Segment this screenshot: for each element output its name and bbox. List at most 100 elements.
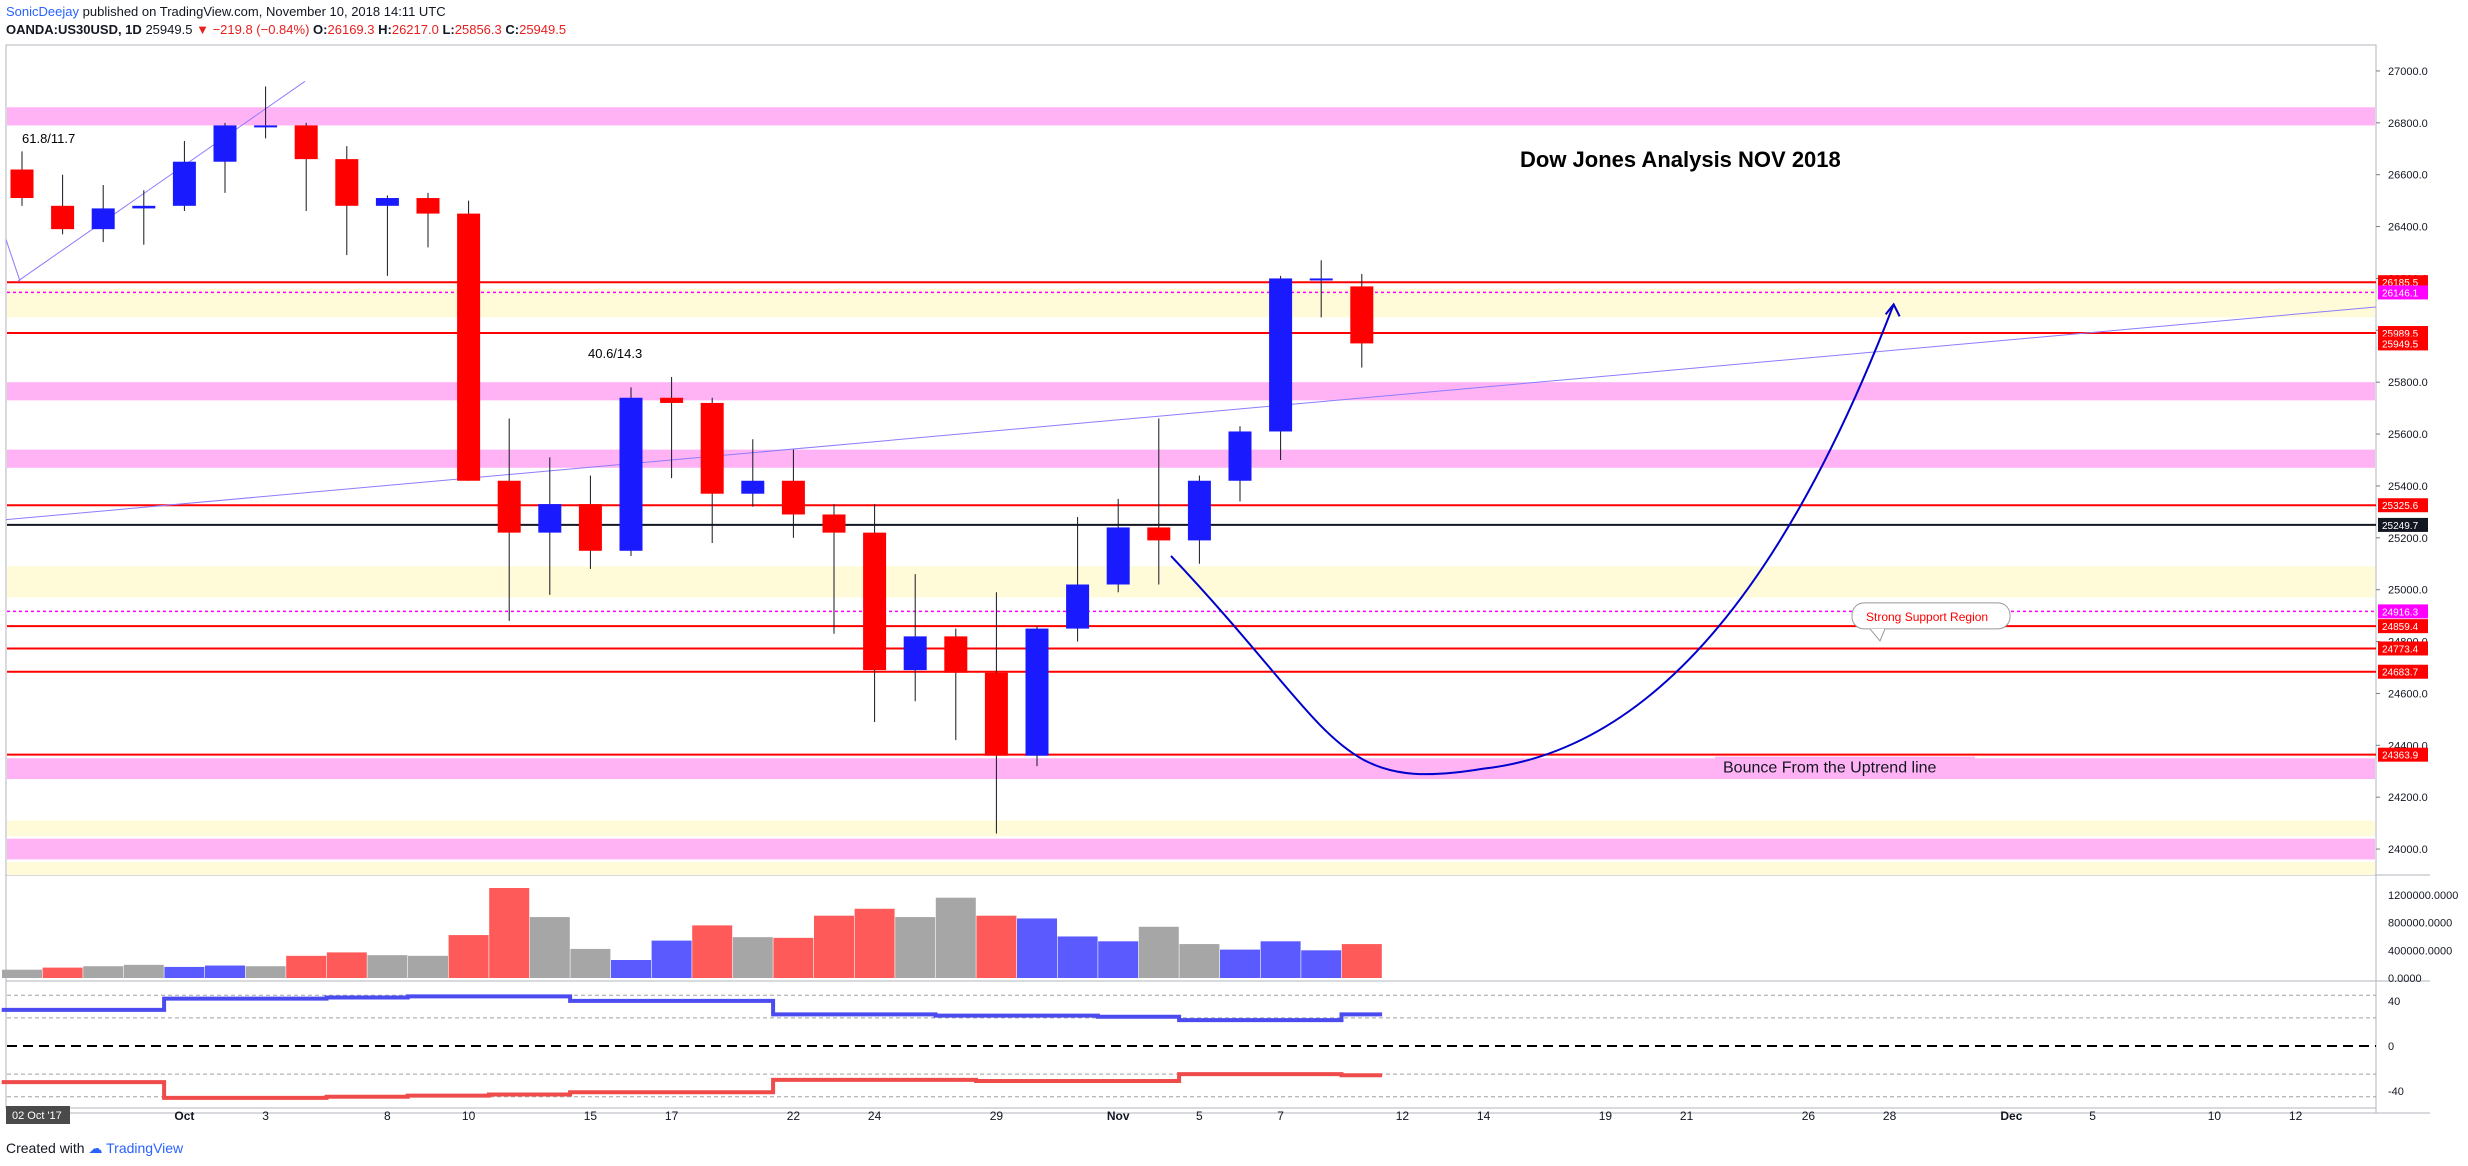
date-tick-label: 10 bbox=[462, 1109, 476, 1123]
volume-bar bbox=[123, 964, 164, 978]
tradingview-link[interactable]: TradingView bbox=[106, 1140, 184, 1156]
volume-bar bbox=[1341, 944, 1382, 978]
date-tick-label: 12 bbox=[2289, 1109, 2303, 1123]
date-tick-label: 3 bbox=[262, 1109, 269, 1123]
osc-tick-label: 40 bbox=[2388, 996, 2400, 1008]
candle-body bbox=[254, 125, 278, 128]
date-tick-label: 5 bbox=[1196, 1109, 1203, 1123]
date-tick-label: 5 bbox=[2089, 1109, 2096, 1123]
candle-body bbox=[375, 198, 399, 206]
date-tick-label: Nov bbox=[1107, 1109, 1130, 1123]
volume-tick-label: 0.0000 bbox=[2388, 973, 2422, 985]
fib-trend-line bbox=[5, 239, 21, 282]
candle-body bbox=[132, 205, 156, 209]
price-tick-label: 24200.0 bbox=[2388, 792, 2428, 804]
date-tick-label: 17 bbox=[665, 1109, 679, 1123]
zone-band bbox=[7, 838, 2375, 860]
level-badge-label: 25989.5 bbox=[2382, 329, 2419, 340]
candle-body bbox=[416, 198, 440, 214]
volume-bar bbox=[570, 948, 611, 978]
candle-body bbox=[172, 161, 196, 206]
volume-bar bbox=[286, 955, 327, 978]
volume-bar bbox=[1057, 936, 1098, 978]
candle-body bbox=[1025, 628, 1049, 756]
chart-canvas[interactable]: 24000.024200.024400.024600.024800.025000… bbox=[0, 0, 2468, 1140]
volume-tick-label: 800000.0000 bbox=[2388, 918, 2452, 930]
level-badge-label: 25949.5 bbox=[2382, 339, 2419, 350]
level-badge bbox=[2378, 747, 2428, 762]
candle-body bbox=[1066, 584, 1090, 629]
candle-body bbox=[1187, 480, 1211, 541]
last-price: 25949.5 bbox=[145, 22, 193, 37]
candle-body bbox=[578, 504, 602, 551]
candle-body bbox=[497, 480, 521, 533]
volume-bar bbox=[2, 969, 42, 978]
candle-body bbox=[10, 169, 34, 199]
osc-tick-label: -40 bbox=[2388, 1086, 2404, 1098]
volume-tick-label: 400000.0000 bbox=[2388, 945, 2452, 957]
arrow-head-icon bbox=[1884, 302, 1901, 317]
volume-bar bbox=[164, 966, 205, 978]
candle-body bbox=[335, 159, 359, 206]
volume-bar bbox=[935, 897, 976, 978]
callout-bubble bbox=[1851, 602, 2011, 630]
high-value: 26217.0 bbox=[391, 22, 439, 37]
chart-title: Dow Jones Analysis NOV 2018 bbox=[1520, 147, 1841, 172]
zone-band bbox=[7, 107, 2375, 126]
author-link[interactable]: SonicDeejay bbox=[6, 4, 79, 19]
price-tick-label: 24000.0 bbox=[2388, 844, 2428, 856]
price-tick-label: 26800.0 bbox=[2388, 118, 2428, 130]
candle-body bbox=[863, 532, 887, 671]
volume-bar bbox=[732, 937, 773, 978]
volume-bar bbox=[814, 915, 854, 978]
volume-bar bbox=[1260, 941, 1301, 978]
candle-body bbox=[1147, 527, 1171, 541]
date-tick-label: 26 bbox=[1802, 1109, 1816, 1123]
level-badge-label: 24773.4 bbox=[2382, 644, 2419, 655]
low-label: L: bbox=[442, 22, 455, 37]
level-badge bbox=[2378, 285, 2428, 300]
candle-body bbox=[1309, 278, 1333, 281]
candle-body bbox=[984, 672, 1008, 756]
level-badge bbox=[2378, 604, 2428, 619]
volume-bar bbox=[42, 967, 83, 978]
candle-body bbox=[457, 213, 481, 481]
support-callout-label: Strong Support Region bbox=[1866, 610, 1988, 624]
footer: Created with ☁ TradingView bbox=[6, 1140, 183, 1157]
date-tick-label: Dec bbox=[2000, 1109, 2022, 1123]
level-badge-label: 25325.6 bbox=[2382, 501, 2419, 512]
price-tick-label: 25800.0 bbox=[2388, 377, 2428, 389]
callout-tail bbox=[1869, 628, 1886, 642]
date-tick-label: 22 bbox=[787, 1109, 801, 1123]
volume-bar bbox=[326, 952, 367, 978]
price-change: −219.8 (−0.84%) bbox=[212, 22, 310, 37]
fib-label: 40.6/14.3 bbox=[588, 346, 642, 361]
candle-body bbox=[660, 397, 684, 403]
level-badge bbox=[2378, 336, 2428, 351]
osc-series-line bbox=[1, 1072, 1383, 1100]
date-tick-label: Oct bbox=[174, 1109, 194, 1123]
published-text: published on TradingView.com, November 1… bbox=[82, 4, 446, 19]
candle-body bbox=[538, 504, 562, 533]
date-tick-label: 28 bbox=[1883, 1109, 1897, 1123]
close-label: C: bbox=[505, 22, 520, 37]
open-value: 26169.3 bbox=[327, 22, 375, 37]
level-badge bbox=[2378, 498, 2428, 513]
candle-body bbox=[1228, 431, 1252, 481]
candle-body bbox=[1269, 278, 1293, 432]
price-tick-label: 25000.0 bbox=[2388, 585, 2428, 597]
volume-bar bbox=[651, 940, 692, 978]
volume-bar bbox=[448, 935, 489, 978]
publish-header: SonicDeejay published on TradingView.com… bbox=[6, 3, 446, 21]
date-tick-label: 15 bbox=[584, 1109, 598, 1123]
level-badge-label: 26185.5 bbox=[2382, 278, 2419, 289]
candle-body bbox=[1106, 527, 1130, 585]
level-badge-label: 24683.7 bbox=[2382, 668, 2419, 679]
fib-label: 61.8/11.7 bbox=[22, 131, 75, 146]
volume-bar bbox=[611, 960, 651, 978]
volume-bar bbox=[367, 955, 408, 978]
volume-bar bbox=[895, 917, 936, 978]
bounce-label-bg bbox=[1715, 756, 1975, 779]
level-badge bbox=[2378, 641, 2428, 656]
volume-tick-label: 1200000.0000 bbox=[2388, 890, 2458, 902]
